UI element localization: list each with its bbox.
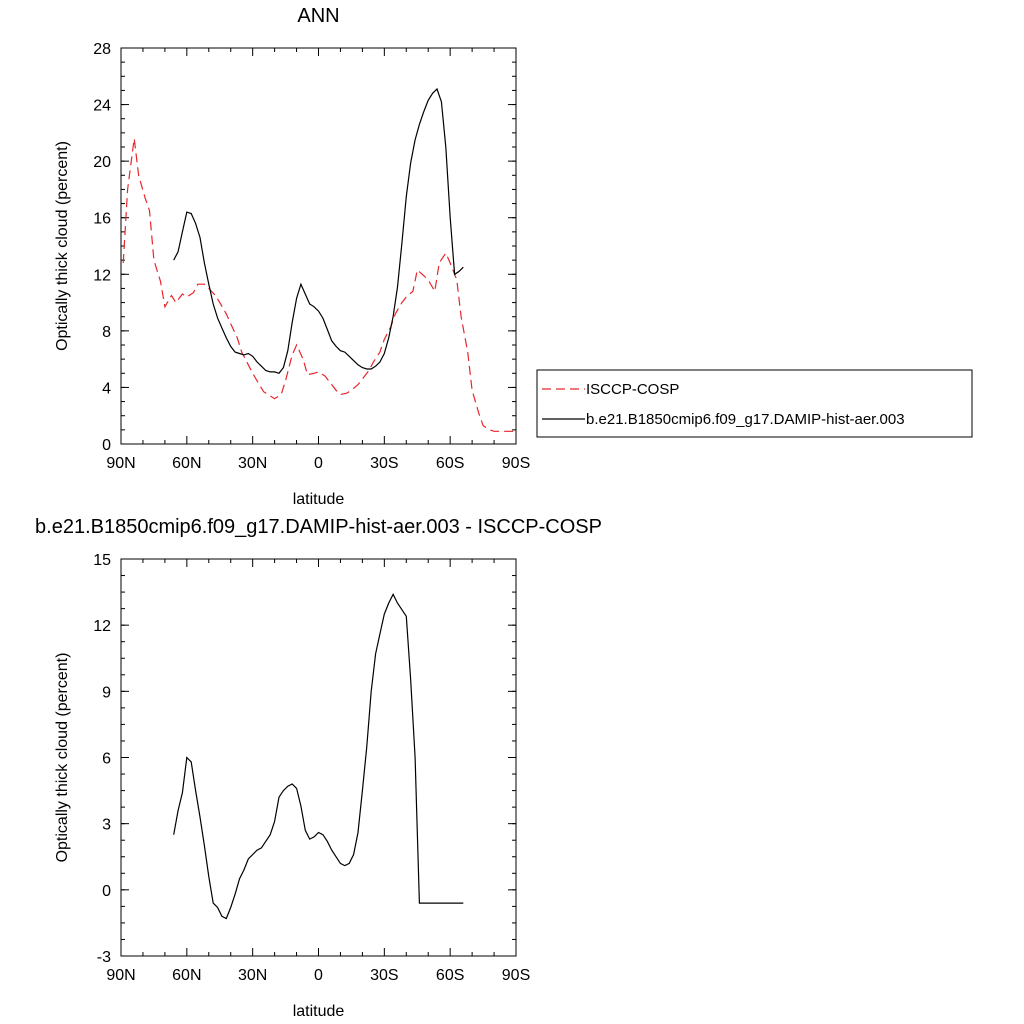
- y-tick-label: 6: [102, 751, 111, 768]
- y-tick-label: 9: [102, 684, 111, 701]
- y-tick-label: 12: [93, 267, 111, 284]
- x-tick-label: 0: [314, 967, 323, 984]
- plot-frame: [120, 558, 517, 957]
- y-tick-label: 4: [102, 380, 111, 397]
- series-line-0: [173, 592, 464, 920]
- series-line-1: [173, 87, 464, 374]
- chart-title: ANN: [297, 5, 339, 27]
- x-axis-label: latitude: [293, 491, 345, 508]
- x-tick-label: 90N: [106, 455, 135, 472]
- y-tick-label: 0: [102, 883, 111, 900]
- x-axis-label: latitude: [293, 1003, 345, 1020]
- legend-label-0: ISCCP-COSP: [586, 381, 679, 398]
- y-tick-label: 20: [93, 154, 111, 171]
- x-tick-label: 30S: [370, 455, 398, 472]
- x-tick-label: 30N: [238, 455, 267, 472]
- series-line-0: [122, 138, 514, 432]
- legend-label-1: b.e21.B1850cmip6.f09_g17.DAMIP-hist-aer.…: [586, 411, 905, 428]
- x-tick-label: 90N: [106, 967, 135, 984]
- legend: ISCCP-COSP b.e21.B1850cmip6.f09_g17.DAMIP…: [536, 369, 973, 438]
- y-tick-label: 28: [93, 41, 111, 58]
- x-tick-label: 60S: [436, 967, 464, 984]
- plot-frame: [120, 47, 517, 445]
- y-tick-label: -3: [97, 949, 111, 966]
- y-tick-label: 12: [93, 618, 111, 635]
- bottom-panel: b.e21.B1850cmip6.f09_g17.DAMIP-hist-aer.…: [35, 516, 602, 1020]
- x-tick-label: 60S: [436, 455, 464, 472]
- y-tick-label: 8: [102, 324, 111, 341]
- y-tick-label: 24: [93, 98, 111, 115]
- y-tick-label: 16: [93, 211, 111, 228]
- x-tick-label: 0: [314, 455, 323, 472]
- x-tick-label: 30N: [238, 967, 267, 984]
- x-tick-label: 90S: [502, 967, 530, 984]
- x-tick-label: 30S: [370, 967, 398, 984]
- legend-box: [536, 369, 973, 438]
- y-tick-label: 15: [93, 552, 111, 569]
- x-tick-label: 60N: [172, 455, 201, 472]
- y-axis-label: Optically thick cloud (percent): [54, 141, 71, 351]
- y-axis-label: Optically thick cloud (percent): [54, 653, 71, 863]
- x-tick-label: 60N: [172, 967, 201, 984]
- top-panel: ANN 90N 60N 30N 0 30S 60S 90S 0 4 8 12 16 20 24 28 latit…: [54, 5, 973, 508]
- chart-title: b.e21.B1850cmip6.f09_g17.DAMIP-hist-aer.…: [35, 516, 602, 538]
- y-tick-label: 0: [102, 437, 111, 454]
- y-tick-label: 3: [102, 817, 111, 834]
- x-tick-label: 90S: [502, 455, 530, 472]
